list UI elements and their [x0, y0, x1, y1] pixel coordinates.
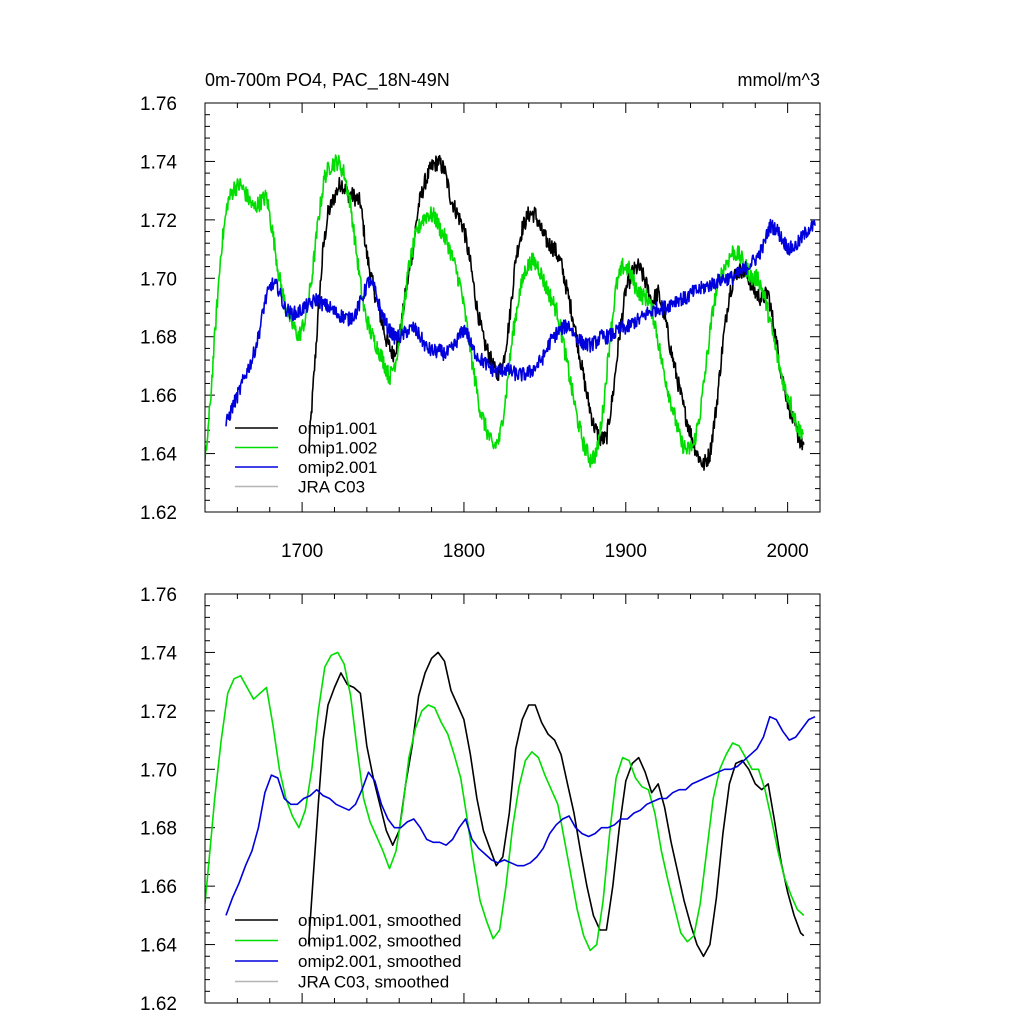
legend-label: omip2.001 — [298, 458, 377, 477]
y-tick-label: 1.74 — [140, 152, 177, 173]
y-tick-label: 1.72 — [140, 702, 177, 723]
y-tick-label: 1.68 — [140, 819, 177, 840]
y-tick-label: 1.62 — [140, 994, 177, 1015]
series-line-2 — [205, 651, 805, 952]
legend-label: omip1.002, smoothed — [298, 932, 462, 951]
legend-label: omip2.001, smoothed — [298, 952, 462, 971]
y-tick-label: 1.76 — [140, 585, 177, 606]
legend-label: omip1.002 — [298, 439, 377, 458]
y-tick-label: 1.70 — [140, 760, 177, 781]
y-tick-label: 1.64 — [140, 445, 177, 466]
y-tick-label: 1.62 — [140, 503, 177, 524]
units-label: mmol/m^3 — [738, 70, 820, 90]
legend-label: omip1.001 — [298, 419, 377, 438]
series-line-1 — [307, 154, 805, 471]
plot-frame — [204, 102, 821, 513]
y-tick-label: 1.74 — [140, 643, 177, 664]
plot-frame — [204, 593, 821, 1004]
y-tick-label: 1.66 — [140, 386, 177, 407]
y-tick-label: 1.64 — [140, 936, 177, 957]
series-line-2 — [205, 154, 805, 468]
top-panel: 0m-700m PO4, PAC_18N-49N mmol/m^3 1.62 1.… — [140, 70, 821, 562]
legend-label: JRA C03, smoothed — [298, 973, 449, 992]
x-tick-label: 1700 — [281, 541, 323, 562]
y-tick-label: 1.72 — [140, 211, 177, 232]
series-line-3 — [225, 715, 816, 916]
series-line-3 — [225, 218, 816, 427]
y-tick-label: 1.76 — [140, 94, 177, 115]
y-tick-label: 1.68 — [140, 328, 177, 349]
y-tick-label: 1.70 — [140, 269, 177, 290]
legend-label: JRA C03 — [298, 478, 365, 497]
x-tick-label: 1900 — [605, 541, 647, 562]
bottom-panel: 1.62 1.64 1.66 1.68 1.70 1.72 1.74 1.76 omip1.0… — [140, 585, 821, 1015]
legend: omip1.001, smoothed omip1.002, smoothedom… — [235, 911, 462, 992]
x-tick-label: 1800 — [443, 541, 485, 562]
y-tick-label: 1.66 — [140, 877, 177, 898]
chart-title: 0m-700m PO4, PAC_18N-49N — [205, 70, 450, 91]
x-tick-label: 2000 — [766, 541, 808, 562]
legend-label: omip1.001, smoothed — [298, 911, 462, 930]
series-line-1 — [307, 651, 805, 958]
